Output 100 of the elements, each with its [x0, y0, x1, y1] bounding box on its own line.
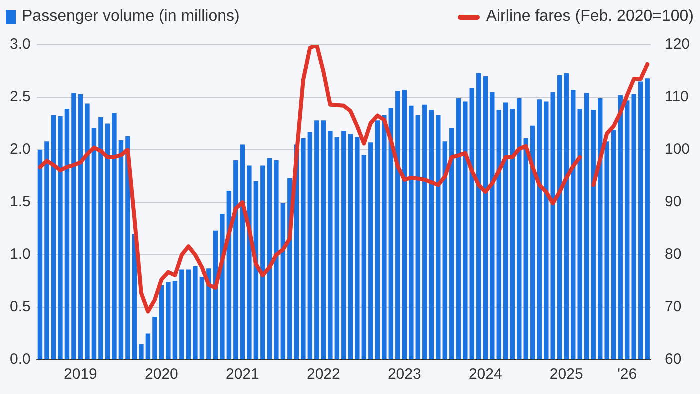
bar: [483, 76, 488, 360]
bar: [490, 92, 495, 360]
bar: [355, 137, 360, 360]
bar: [51, 115, 56, 360]
bar: [362, 155, 367, 360]
bar: [496, 110, 502, 360]
y2-tick-label: 60: [664, 351, 682, 368]
y-tick-label: 3.0: [10, 36, 31, 54]
bar: [544, 102, 549, 360]
bar: [348, 134, 354, 360]
y-tick-label: 2.0: [10, 141, 31, 158]
bar: [280, 204, 286, 360]
bar: [321, 120, 326, 360]
bar: [368, 142, 374, 360]
bar: [72, 93, 76, 360]
bar: [206, 268, 212, 360]
bar: [152, 316, 158, 360]
bar: [85, 104, 90, 360]
bar: [64, 109, 70, 360]
bar: [314, 120, 320, 360]
bar: [436, 115, 441, 360]
bar: [550, 92, 556, 360]
x-tick-label: 2025: [550, 366, 584, 384]
bar: [504, 102, 508, 360]
bar: [591, 110, 596, 360]
bar: [578, 109, 582, 360]
x-tick-label: 2021: [226, 366, 260, 384]
bar: [78, 94, 84, 360]
bar: [470, 88, 474, 360]
bar: [375, 120, 380, 360]
bar: [308, 132, 313, 360]
bar: [450, 128, 454, 360]
bar: [416, 115, 421, 360]
y-tick-label: 2.5: [10, 88, 31, 106]
bar: [463, 102, 468, 360]
bar: [38, 150, 43, 360]
bar: [193, 266, 198, 360]
bar: [564, 73, 569, 360]
bar: [396, 91, 400, 360]
bar: [524, 138, 528, 360]
legend-label: Passenger volume (in millions): [22, 8, 240, 26]
bar: [186, 270, 192, 360]
bar: [645, 78, 650, 360]
x-tick-label: '26: [618, 366, 638, 384]
bar: [476, 73, 482, 360]
bar: [92, 128, 97, 360]
x-tick-label: 2023: [388, 366, 422, 384]
bar: [388, 108, 394, 360]
bar: [260, 166, 266, 360]
bar: [618, 95, 623, 360]
y2-tick-label: 120: [664, 36, 690, 54]
bar: [180, 270, 184, 360]
y-tick-label: 0.5: [10, 298, 31, 316]
bar: [517, 98, 522, 360]
bar: [146, 334, 151, 360]
y-tick-label: 1.5: [10, 194, 31, 211]
bar: [274, 160, 279, 360]
y2-tick-label: 80: [664, 246, 682, 264]
bar: [510, 109, 515, 360]
bar: [172, 281, 178, 360]
bar: [584, 93, 590, 360]
x-tick-label: 2024: [468, 366, 502, 384]
bar: [537, 100, 542, 360]
bar: [334, 137, 340, 360]
bar: [200, 277, 205, 360]
x-tick-label: 2022: [306, 366, 340, 384]
bar: [342, 131, 346, 360]
bar: [624, 100, 630, 360]
bar: [44, 142, 50, 360]
bar: [382, 115, 387, 360]
y2-tick-label: 70: [664, 298, 682, 316]
bar: [611, 130, 616, 360]
bar: [139, 344, 144, 360]
bar: [58, 116, 63, 360]
bar: [267, 158, 272, 360]
bar: [409, 106, 414, 360]
bar: [301, 138, 306, 360]
bar: [247, 166, 252, 360]
y2-tick-label: 110: [664, 88, 689, 106]
bar: [456, 98, 461, 360]
bar: [166, 282, 171, 360]
bar: [159, 285, 164, 360]
x-tick-label: 2019: [64, 366, 98, 384]
bar: [98, 117, 104, 360]
bar: [402, 90, 408, 360]
y-tick-label: 0.0: [10, 351, 31, 368]
bar: [240, 144, 246, 360]
bar: [118, 140, 124, 360]
bar: [604, 142, 610, 360]
bar: [632, 94, 636, 360]
bar: [234, 160, 238, 360]
legend-label: Airline fares (Feb. 2020=100): [486, 8, 694, 26]
bar: [112, 113, 117, 360]
bar: [571, 90, 576, 360]
bar: [328, 131, 333, 360]
x-tick-label: 2020: [145, 366, 178, 384]
y2-tick-label: 100: [664, 141, 690, 158]
bar: [422, 104, 428, 360]
y-tick-label: 1.0: [10, 246, 31, 264]
bar: [429, 110, 434, 360]
